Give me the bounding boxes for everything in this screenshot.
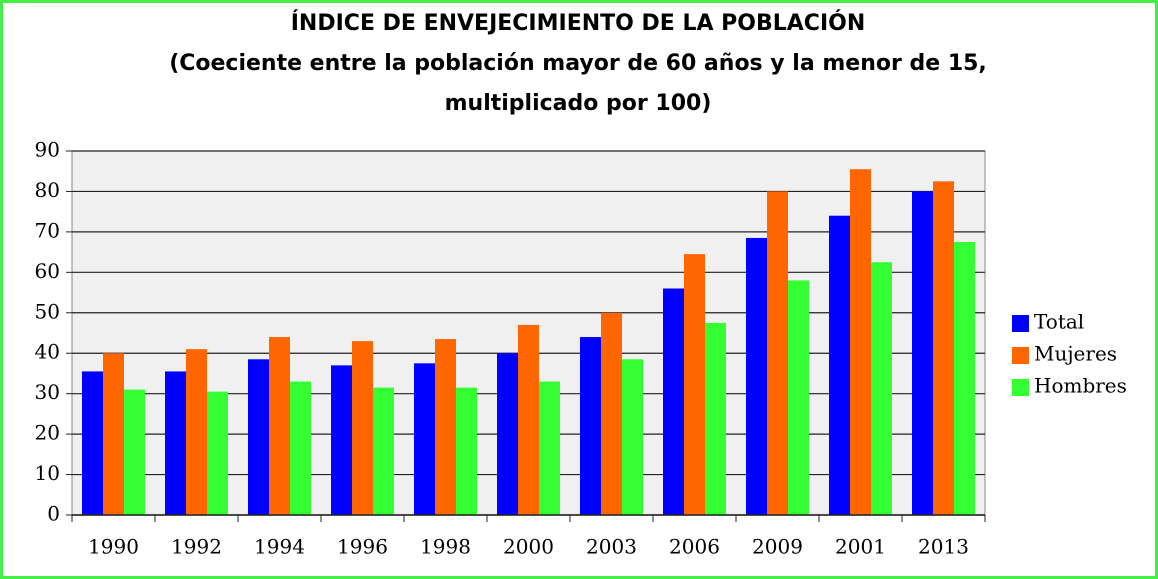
bar bbox=[165, 371, 186, 515]
bar bbox=[456, 387, 477, 515]
bar bbox=[663, 288, 684, 515]
legend-label: Hombres bbox=[1034, 374, 1127, 398]
x-tick-label: 2001 bbox=[835, 535, 886, 559]
bar bbox=[684, 254, 705, 515]
y-tick-label: 0 bbox=[47, 502, 60, 526]
x-tick-label: 2000 bbox=[503, 535, 554, 559]
bar bbox=[788, 280, 809, 515]
bar bbox=[622, 359, 643, 515]
x-tick-label: 2003 bbox=[586, 535, 637, 559]
bar bbox=[124, 389, 145, 515]
legend-swatch bbox=[1012, 315, 1029, 332]
bar bbox=[82, 371, 103, 515]
bar bbox=[497, 353, 518, 515]
y-tick-label: 50 bbox=[35, 299, 60, 323]
bar bbox=[871, 262, 892, 515]
bar bbox=[705, 322, 726, 515]
chart-title: ÍNDICE DE ENVEJECIMIENTO DE LA POBLACIÓN bbox=[291, 10, 866, 36]
legend-label: Total bbox=[1034, 310, 1084, 334]
x-tick-label: 1998 bbox=[420, 535, 471, 559]
legend-swatch bbox=[1012, 347, 1029, 364]
y-tick-label: 30 bbox=[35, 380, 60, 404]
bar bbox=[207, 391, 228, 515]
bar bbox=[829, 215, 850, 515]
legend-swatch bbox=[1012, 379, 1029, 396]
x-tick-label: 1992 bbox=[171, 535, 222, 559]
bar bbox=[850, 169, 871, 515]
y-tick-label: 60 bbox=[35, 259, 60, 283]
bar bbox=[580, 337, 601, 515]
bar bbox=[954, 242, 975, 515]
bar bbox=[933, 181, 954, 516]
bar bbox=[186, 349, 207, 515]
bar bbox=[414, 363, 435, 515]
chart-subtitle: multiplicado por 100) bbox=[445, 91, 712, 116]
bar bbox=[912, 191, 933, 515]
x-tick-label: 2013 bbox=[918, 535, 969, 559]
y-tick-label: 40 bbox=[35, 340, 60, 364]
y-tick-label: 20 bbox=[35, 421, 60, 445]
bar bbox=[539, 381, 560, 515]
y-tick-label: 10 bbox=[35, 461, 60, 485]
y-tick-label: 80 bbox=[35, 178, 60, 202]
bar bbox=[269, 337, 290, 515]
y-tick-label: 70 bbox=[35, 218, 60, 242]
bar bbox=[290, 381, 311, 515]
bar bbox=[767, 191, 788, 515]
bar bbox=[518, 324, 539, 515]
bar bbox=[746, 237, 767, 515]
x-tick-label: 1996 bbox=[337, 535, 388, 559]
bar bbox=[352, 341, 373, 515]
bar bbox=[601, 312, 622, 515]
legend-label: Mujeres bbox=[1034, 342, 1117, 366]
bar bbox=[103, 353, 124, 515]
x-tick-label: 1990 bbox=[88, 535, 139, 559]
bar bbox=[435, 339, 456, 515]
bar bbox=[331, 365, 352, 515]
bar bbox=[248, 359, 269, 515]
y-tick-label: 90 bbox=[35, 138, 60, 162]
chart-subtitle: (Coeciente entre la población mayor de 6… bbox=[169, 51, 987, 76]
x-tick-label: 2009 bbox=[752, 535, 803, 559]
x-tick-label: 1994 bbox=[254, 535, 305, 559]
x-tick-label: 2006 bbox=[669, 535, 720, 559]
bar bbox=[373, 387, 394, 515]
